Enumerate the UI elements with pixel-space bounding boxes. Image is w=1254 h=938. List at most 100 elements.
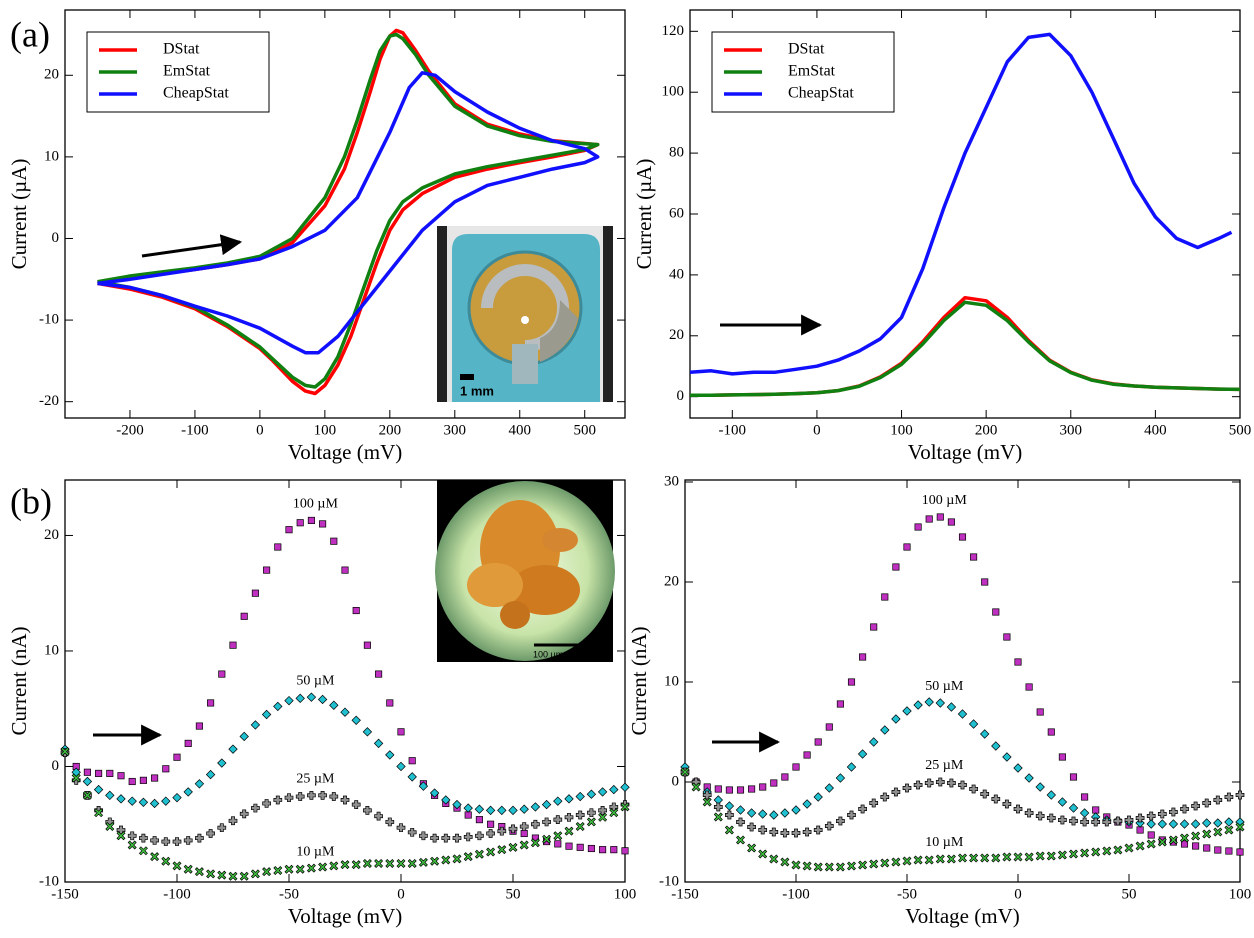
panel: -100 0 100 200 300 400 500 0 20 40 60 80 100 120 Volta… bbox=[632, 9, 1251, 464]
point bbox=[172, 792, 182, 803]
point bbox=[485, 805, 496, 816]
point bbox=[385, 750, 395, 760]
point bbox=[284, 793, 294, 803]
inset-electrode: 1 mm bbox=[437, 226, 613, 402]
point bbox=[598, 812, 608, 822]
point bbox=[991, 794, 1001, 804]
point bbox=[183, 787, 193, 797]
x-tick-label: 0 bbox=[813, 422, 821, 438]
point bbox=[1079, 808, 1090, 818]
point bbox=[1113, 845, 1123, 855]
point bbox=[127, 840, 137, 850]
point bbox=[1080, 848, 1090, 858]
point bbox=[813, 825, 823, 835]
point bbox=[273, 701, 283, 712]
point bbox=[713, 802, 723, 812]
y-tick-label: 40 bbox=[669, 266, 684, 282]
point bbox=[610, 846, 618, 854]
point bbox=[1203, 844, 1211, 852]
point bbox=[576, 843, 584, 851]
y-tick-label: 20 bbox=[44, 67, 59, 83]
point bbox=[1069, 773, 1078, 781]
point bbox=[519, 804, 529, 814]
point bbox=[1057, 850, 1067, 860]
point bbox=[149, 798, 160, 809]
point bbox=[262, 799, 271, 808]
x-tick-label: -50 bbox=[897, 886, 917, 902]
point bbox=[869, 859, 879, 869]
point bbox=[150, 852, 160, 862]
point bbox=[824, 783, 834, 793]
point bbox=[1013, 763, 1023, 773]
plot-frame bbox=[64, 479, 626, 883]
point bbox=[836, 816, 845, 826]
point bbox=[239, 871, 249, 881]
point bbox=[1058, 753, 1066, 761]
point bbox=[1235, 822, 1245, 832]
point bbox=[1002, 852, 1012, 862]
point bbox=[452, 799, 462, 810]
point bbox=[758, 849, 768, 859]
point bbox=[486, 829, 495, 838]
x-axis-label: Voltage (mV) bbox=[908, 440, 1023, 464]
point bbox=[1069, 816, 1078, 826]
point bbox=[748, 785, 756, 793]
point bbox=[958, 780, 967, 790]
point bbox=[1092, 806, 1100, 814]
point bbox=[172, 861, 182, 871]
point bbox=[117, 772, 125, 780]
point bbox=[284, 695, 294, 706]
x-tick-label: 0 bbox=[1014, 886, 1022, 902]
point bbox=[714, 785, 722, 793]
point bbox=[329, 700, 339, 710]
y-tick-label: 10 bbox=[44, 148, 59, 164]
point bbox=[991, 741, 1001, 751]
point bbox=[138, 846, 148, 856]
x-tick-label: -150 bbox=[671, 886, 699, 902]
point bbox=[295, 693, 305, 704]
y-tick-label: 10 bbox=[664, 673, 679, 689]
point bbox=[870, 623, 878, 631]
point bbox=[71, 773, 81, 783]
point bbox=[195, 722, 203, 730]
panel-label: (a) bbox=[10, 14, 50, 54]
point bbox=[206, 869, 216, 879]
point bbox=[441, 855, 451, 865]
point bbox=[340, 707, 350, 717]
point bbox=[587, 808, 596, 818]
y-axis-label: Current (nA) bbox=[627, 626, 651, 735]
point bbox=[419, 831, 428, 841]
point bbox=[609, 808, 619, 818]
point bbox=[441, 833, 451, 843]
point bbox=[946, 702, 957, 712]
point bbox=[1013, 852, 1023, 862]
point bbox=[452, 833, 462, 843]
x-tick-label: 400 bbox=[1144, 422, 1167, 438]
point bbox=[497, 845, 507, 855]
point bbox=[891, 714, 901, 724]
point bbox=[1180, 833, 1189, 843]
point bbox=[970, 553, 978, 561]
point bbox=[150, 836, 159, 845]
point bbox=[195, 833, 204, 843]
point bbox=[218, 670, 226, 678]
point bbox=[1024, 808, 1034, 818]
point bbox=[903, 543, 911, 551]
point bbox=[880, 858, 890, 868]
point bbox=[770, 779, 778, 787]
point bbox=[1235, 790, 1245, 800]
point bbox=[306, 692, 317, 702]
plot-frame bbox=[64, 9, 626, 419]
point bbox=[128, 777, 136, 786]
point bbox=[530, 838, 540, 848]
x-tick-label: -50 bbox=[279, 886, 299, 902]
point bbox=[1003, 633, 1011, 641]
point bbox=[1202, 798, 1212, 808]
point bbox=[374, 811, 383, 821]
point bbox=[194, 779, 205, 789]
series-line bbox=[689, 32, 1233, 376]
point bbox=[1068, 803, 1079, 813]
point bbox=[250, 869, 260, 879]
point bbox=[758, 825, 768, 835]
